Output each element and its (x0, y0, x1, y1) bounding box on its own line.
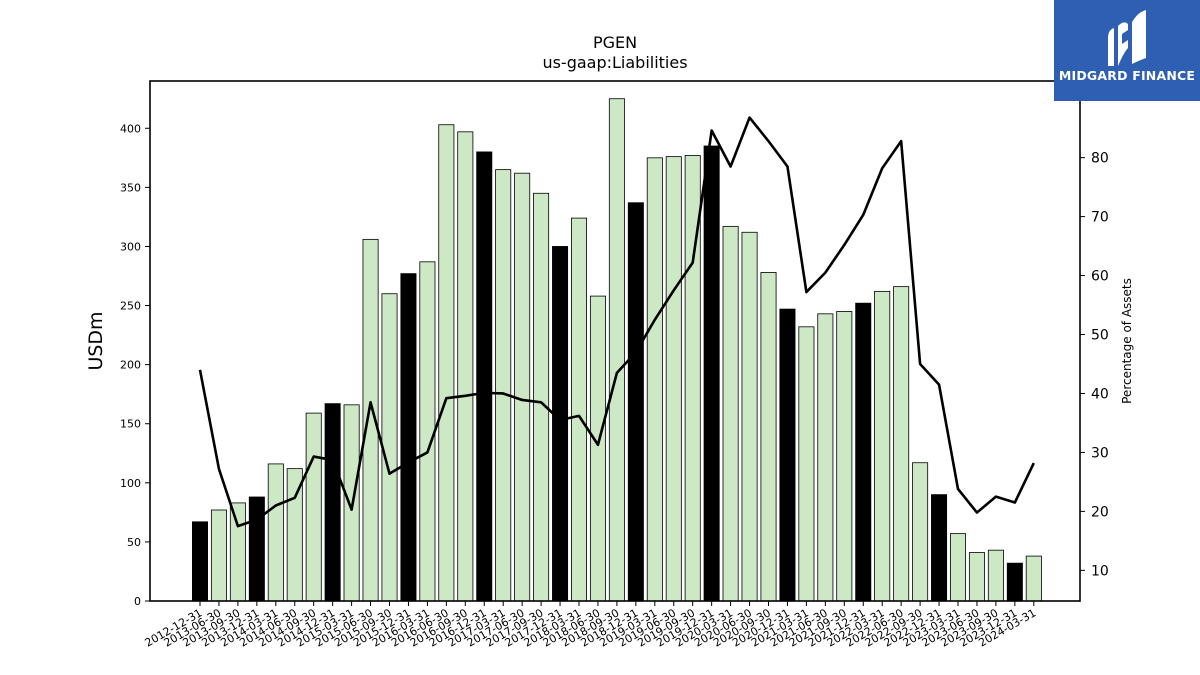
bar-2016-12-31 (476, 151, 493, 602)
axes-group: 0 50 100 150 200 250 300 350 400 10 20 30 40 50 60 70 80… (120, 80, 1109, 650)
y2-tick-label: 60 (1091, 269, 1109, 285)
chart-title: PGEN (593, 33, 637, 52)
bar-2017-03-31 (495, 169, 512, 602)
chart-subtitle: us-gaap:Liabilities (542, 53, 687, 72)
bar-2023-09-30 (987, 549, 1004, 602)
bar-2018-06-30 (589, 295, 606, 602)
y-tick-label: 150 (120, 418, 141, 431)
bar-2018-12-31 (627, 202, 644, 602)
bars-group (191, 98, 1042, 602)
bar-2020-12-31 (779, 308, 796, 602)
bar-2019-03-31 (646, 157, 663, 602)
bar-2024-03-31 (1025, 555, 1042, 602)
bar-2023-06-30 (968, 552, 985, 602)
bar-2012-12-31 (191, 521, 208, 602)
bar-2021-06-30 (817, 313, 834, 602)
bar-2016-06-30 (438, 124, 455, 602)
bar-2013-09-30 (229, 502, 246, 602)
bar-2019-12-31 (703, 145, 720, 602)
bar-2014-12-31 (324, 403, 341, 602)
midgard-m-logo-icon (1108, 10, 1146, 66)
bar-2022-09-30 (912, 462, 929, 602)
y2-tick-label: 20 (1091, 504, 1109, 520)
bar-2018-03-31 (571, 217, 588, 602)
y-tick-label: 250 (120, 300, 141, 313)
midgard-finance-logo: MIDGARD FINANCE (1054, 0, 1200, 101)
logo-text: MIDGARD FINANCE (1058, 68, 1196, 83)
bar-2013-06-30 (210, 509, 227, 602)
percentage-of-assets-line (198, 116, 1035, 528)
bar-2020-09-30 (760, 272, 777, 602)
bar-2016-03-31 (419, 261, 436, 602)
bar-2021-12-31 (855, 302, 872, 602)
y2-tick-label: 10 (1091, 563, 1109, 579)
plot-frame (149, 80, 1081, 602)
line-group (198, 116, 1035, 528)
bar-2020-06-30 (741, 231, 758, 602)
bar-2019-06-30 (665, 156, 682, 602)
bar-2016-09-30 (457, 131, 474, 602)
bar-2023-12-31 (1006, 562, 1023, 602)
y-tick-label: 200 (120, 359, 141, 372)
bar-2015-09-30 (381, 293, 398, 602)
bar-2021-03-31 (798, 326, 815, 602)
bar-2015-12-31 (400, 273, 417, 602)
y2-axis-label: Percentage of Assets (1120, 278, 1134, 404)
bar-2017-12-31 (552, 246, 569, 602)
bar-2020-03-31 (722, 225, 739, 602)
y-tick-label: 50 (127, 536, 141, 549)
y-tick-label: 100 (120, 477, 141, 490)
bar-2014-03-31 (267, 463, 284, 602)
y-tick-label: 0 (134, 595, 141, 608)
bar-2018-09-30 (608, 98, 625, 602)
bar-2017-09-30 (533, 192, 550, 602)
y2-tick-label: 80 (1091, 151, 1109, 167)
y-tick-label: 400 (120, 122, 141, 135)
bar-2021-09-30 (836, 311, 853, 602)
bar-2022-12-31 (931, 494, 948, 602)
y2-tick-label: 50 (1091, 328, 1109, 344)
bar-2022-03-31 (874, 290, 891, 602)
y2-tick-label: 40 (1091, 386, 1109, 402)
y2-tick-label: 70 (1091, 210, 1109, 226)
y2-tick-label: 30 (1091, 445, 1109, 461)
y-tick-label: 300 (120, 240, 141, 253)
y-tick-label: 350 (120, 181, 141, 194)
bar-2013-12-31 (248, 496, 265, 602)
bar-2014-09-30 (305, 412, 322, 602)
bar-2022-06-30 (893, 286, 910, 602)
bar-2017-06-30 (514, 172, 531, 602)
bar-2023-03-31 (950, 533, 967, 602)
y-axis-label: USDm (85, 311, 107, 370)
